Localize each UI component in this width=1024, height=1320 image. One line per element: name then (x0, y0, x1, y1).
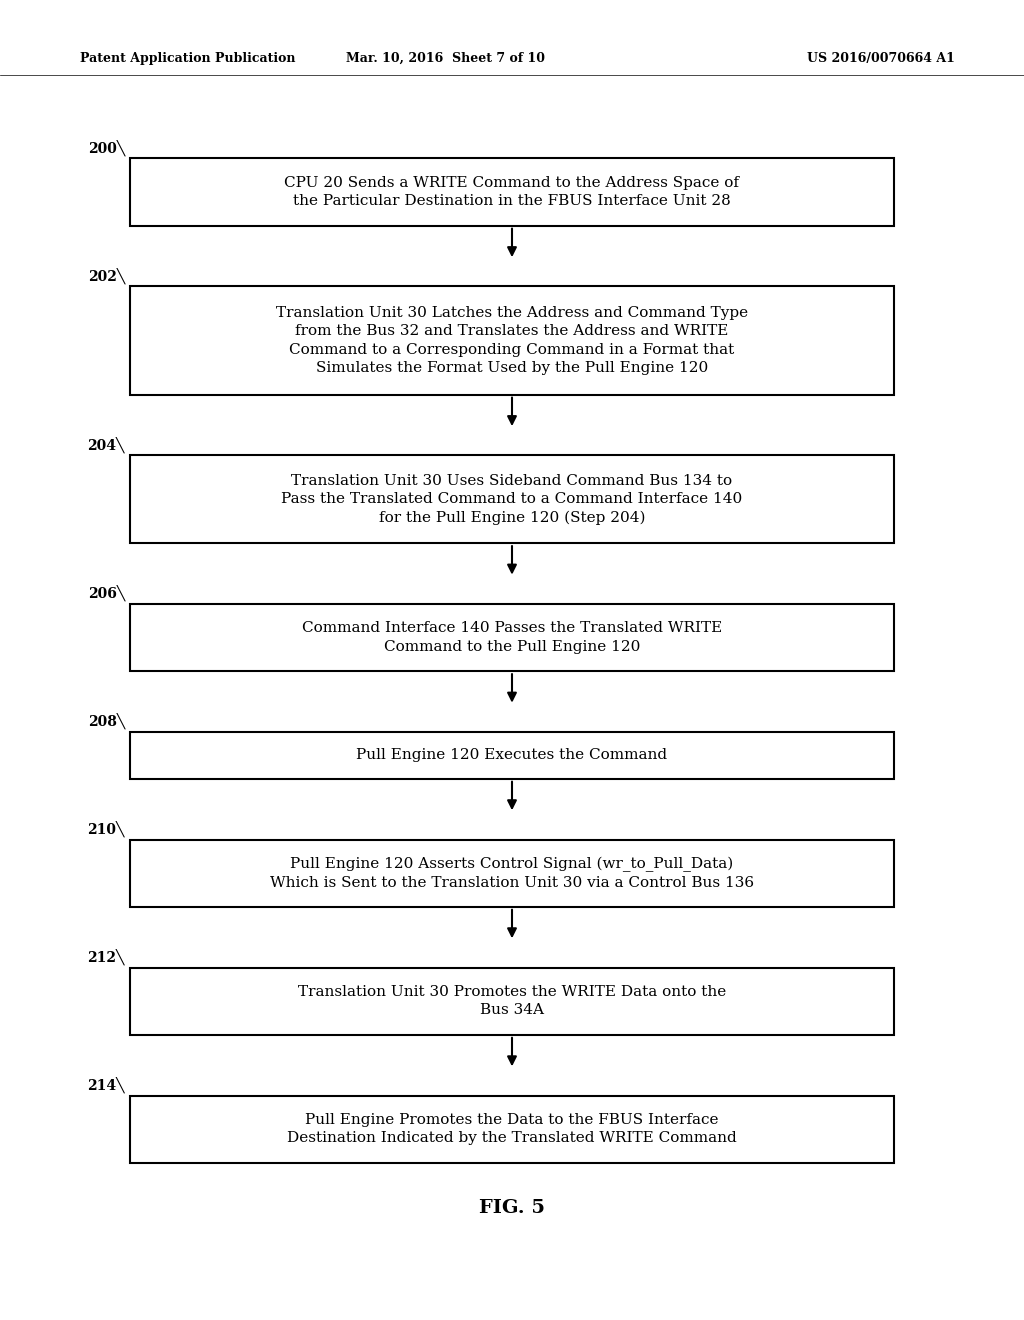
Text: 212╲: 212╲ (88, 949, 125, 965)
Text: Command Interface 140 Passes the Translated WRITE
Command to the Pull Engine 120: Command Interface 140 Passes the Transla… (302, 622, 722, 653)
Text: US 2016/0070664 A1: US 2016/0070664 A1 (807, 51, 954, 65)
Text: 204╲: 204╲ (88, 437, 125, 453)
Text: Patent Application Publication: Patent Application Publication (80, 51, 295, 65)
Bar (130, 158, 894, 226)
Text: Pull Engine 120 Executes the Command: Pull Engine 120 Executes the Command (356, 748, 668, 763)
Text: Pull Engine Promotes the Data to the FBUS Interface
Destination Indicated by the: Pull Engine Promotes the Data to the FBU… (287, 1113, 737, 1146)
Bar (130, 733, 894, 779)
Text: Translation Unit 30 Uses Sideband Command Bus 134 to
Pass the Translated Command: Translation Unit 30 Uses Sideband Comman… (282, 474, 742, 525)
Text: Translation Unit 30 Latches the Address and Command Type
from the Bus 32 and Tra: Translation Unit 30 Latches the Address … (275, 306, 749, 375)
Text: Translation Unit 30 Promotes the WRITE Data onto the
Bus 34A: Translation Unit 30 Promotes the WRITE D… (298, 985, 726, 1018)
Bar (130, 1096, 894, 1163)
Text: CPU 20 Sends a WRITE Command to the Address Space of
the Particular Destination : CPU 20 Sends a WRITE Command to the Addr… (285, 176, 739, 209)
Text: 208╲: 208╲ (88, 713, 125, 730)
Bar (130, 840, 894, 907)
Text: 202╲: 202╲ (88, 268, 125, 284)
Text: 200╲: 200╲ (88, 140, 125, 156)
Text: 210╲: 210╲ (88, 821, 125, 837)
Bar (130, 605, 894, 672)
Bar (130, 968, 894, 1035)
Text: Pull Engine 120 Asserts Control Signal (wr_to_Pull_Data)
Which is Sent to the Tr: Pull Engine 120 Asserts Control Signal (… (270, 857, 754, 890)
Text: 206╲: 206╲ (88, 585, 125, 602)
Text: FIG. 5: FIG. 5 (479, 1199, 545, 1217)
Bar (130, 455, 894, 544)
Text: 214╲: 214╲ (87, 1077, 125, 1093)
Text: Mar. 10, 2016  Sheet 7 of 10: Mar. 10, 2016 Sheet 7 of 10 (346, 51, 545, 65)
Bar (130, 286, 894, 395)
